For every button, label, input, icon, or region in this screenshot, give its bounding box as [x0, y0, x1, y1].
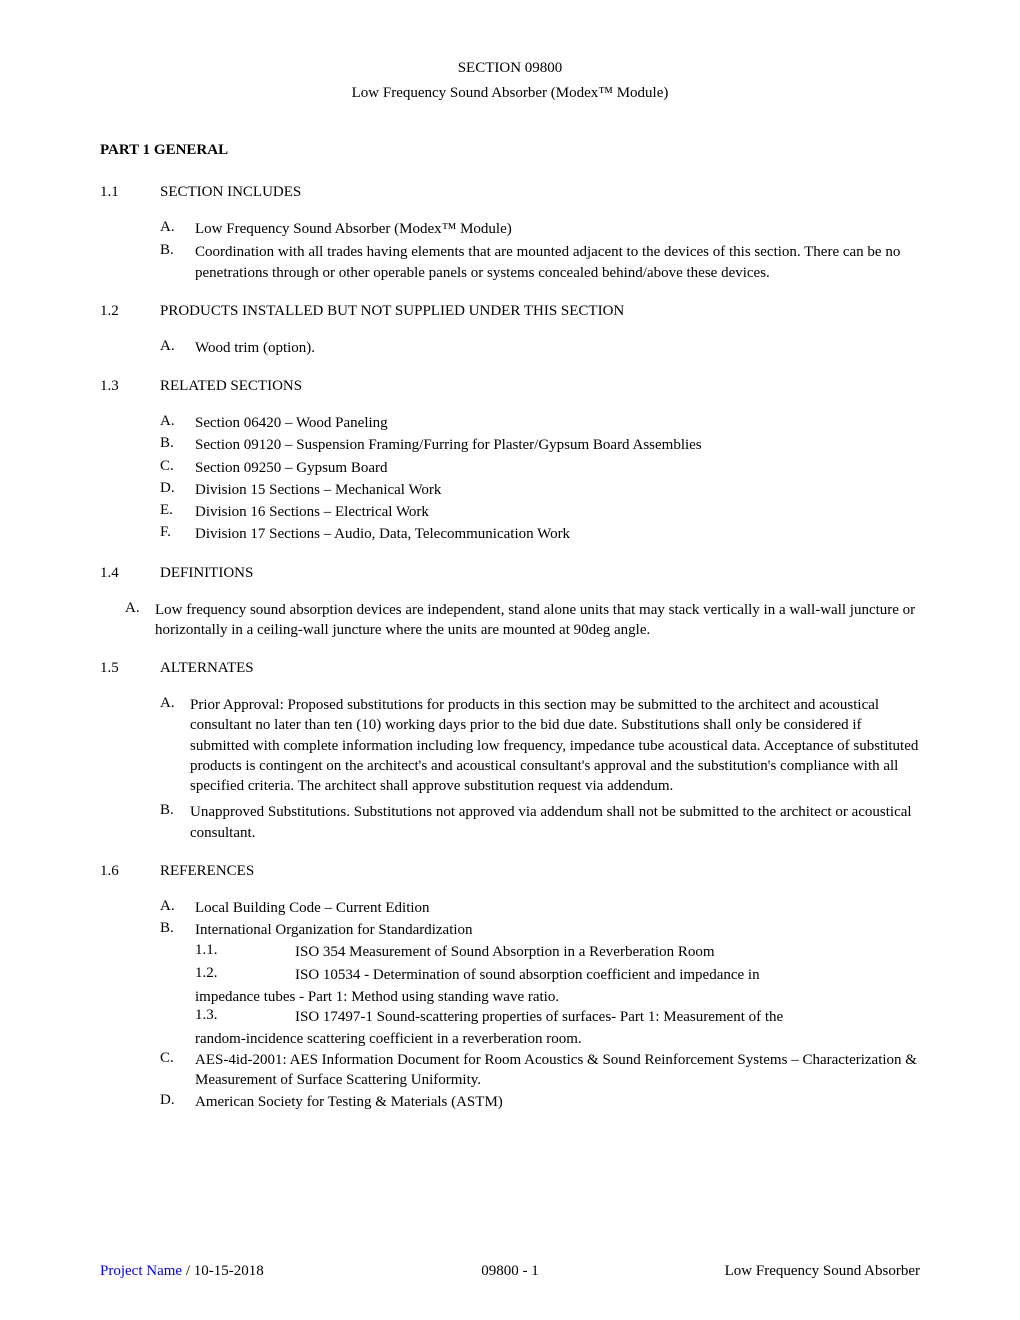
sub-item: 1.3. ISO 17497-1 Sound-scattering proper…: [195, 1007, 920, 1027]
item-text: Low frequency sound absorption devices a…: [155, 600, 920, 641]
sub-item: 1.1. ISO 354 Measurement of Sound Absorp…: [195, 942, 920, 962]
section-title: DEFINITIONS: [160, 565, 253, 582]
item-text: Wood trim (option).: [195, 338, 920, 358]
section-num: 1.1: [100, 184, 160, 201]
section-num: 1.4: [100, 565, 160, 582]
item-letter: A.: [160, 338, 195, 358]
item-letter: A.: [125, 600, 155, 641]
section-1-5: 1.5 ALTERNATES: [100, 660, 920, 677]
section-1-3-items: A. Section 06420 – Wood Paneling B. Sect…: [160, 413, 920, 545]
list-item: A. Local Building Code – Current Edition: [160, 898, 920, 918]
section-1-2-items: A. Wood trim (option).: [160, 338, 920, 358]
item-letter: B.: [160, 920, 195, 940]
list-item: A. Low frequency sound absorption device…: [125, 600, 920, 641]
list-item: A. Prior Approval: Proposed substitution…: [160, 695, 920, 796]
item-letter: A.: [160, 219, 195, 239]
item-text: Local Building Code – Current Edition: [195, 898, 920, 918]
item-text: Section 09250 – Gypsum Board: [195, 458, 920, 478]
item-text: Coordination with all trades having elem…: [195, 242, 920, 283]
sub-text: ISO 10534 - Determination of sound absor…: [295, 965, 920, 985]
sub-continuation: impedance tubes - Part 1: Method using s…: [195, 987, 920, 1007]
sub-text: ISO 17497-1 Sound-scattering properties …: [295, 1007, 920, 1027]
part-1-header: PART 1 GENERAL: [100, 142, 920, 159]
section-num: 1.6: [100, 863, 160, 880]
list-item: D. American Society for Testing & Materi…: [160, 1092, 920, 1112]
item-letter: B.: [160, 435, 195, 455]
list-item: A. Section 06420 – Wood Paneling: [160, 413, 920, 433]
section-1-6-items: A. Local Building Code – Current Edition…: [160, 898, 920, 1113]
item-text: Low Frequency Sound Absorber (Modex™ Mod…: [195, 219, 920, 239]
section-title: SECTION INCLUDES: [160, 184, 301, 201]
item-text: American Society for Testing & Materials…: [195, 1092, 920, 1112]
item-letter: C.: [160, 458, 195, 478]
section-title: PRODUCTS INSTALLED BUT NOT SUPPLIED UNDE…: [160, 303, 624, 320]
sub-num: 1.3.: [195, 1007, 295, 1027]
sub-numbered-list: 1.1. ISO 354 Measurement of Sound Absorp…: [195, 942, 920, 1049]
item-text: Prior Approval: Proposed substitutions f…: [190, 695, 920, 796]
sub-continuation: random-incidence scattering coefficient …: [195, 1029, 920, 1049]
item-letter: B.: [160, 242, 195, 283]
list-item: E. Division 16 Sections – Electrical Wor…: [160, 502, 920, 522]
item-text: Section 06420 – Wood Paneling: [195, 413, 920, 433]
section-1-1: 1.1 SECTION INCLUDES: [100, 184, 920, 201]
item-text: Division 15 Sections – Mechanical Work: [195, 480, 920, 500]
item-text: Section 09120 – Suspension Framing/Furri…: [195, 435, 920, 455]
section-1-5-items: A. Prior Approval: Proposed substitution…: [160, 695, 920, 843]
sub-num: 1.1.: [195, 942, 295, 962]
item-letter: C.: [160, 1050, 195, 1091]
section-1-2: 1.2 PRODUCTS INSTALLED BUT NOT SUPPLIED …: [100, 303, 920, 320]
section-1-4-items: A. Low frequency sound absorption device…: [125, 600, 920, 641]
list-item: A. Low Frequency Sound Absorber (Modex™ …: [160, 219, 920, 239]
item-text: International Organization for Standardi…: [195, 920, 920, 940]
list-item: B. Coordination with all trades having e…: [160, 242, 920, 283]
list-item: C. Section 09250 – Gypsum Board: [160, 458, 920, 478]
section-title: ALTERNATES: [160, 660, 254, 677]
item-letter: A.: [160, 413, 195, 433]
item-text: Division 17 Sections – Audio, Data, Tele…: [195, 524, 920, 544]
section-subtitle: Low Frequency Sound Absorber (Modex™ Mod…: [100, 85, 920, 102]
list-item: B. International Organization for Standa…: [160, 920, 920, 940]
item-letter: D.: [160, 480, 195, 500]
item-letter: B.: [160, 802, 190, 843]
section-num: 1.3: [100, 378, 160, 395]
page-footer: 09800 - 1 Project Name / 10-15-2018 Low …: [100, 1263, 920, 1280]
section-num: 1.5: [100, 660, 160, 677]
item-text: Division 16 Sections – Electrical Work: [195, 502, 920, 522]
item-text: Unapproved Substitutions. Substitutions …: [190, 802, 920, 843]
section-num: 1.2: [100, 303, 160, 320]
list-item: A. Wood trim (option).: [160, 338, 920, 358]
sub-item: 1.2. ISO 10534 - Determination of sound …: [195, 965, 920, 985]
list-item: F. Division 17 Sections – Audio, Data, T…: [160, 524, 920, 544]
item-letter: D.: [160, 1092, 195, 1112]
section-1-4: 1.4 DEFINITIONS: [100, 565, 920, 582]
item-letter: E.: [160, 502, 195, 522]
list-item: D. Division 15 Sections – Mechanical Wor…: [160, 480, 920, 500]
section-number: SECTION 09800: [100, 60, 920, 77]
list-item: B. Unapproved Substitutions. Substitutio…: [160, 802, 920, 843]
item-text: AES-4id-2001: AES Information Document f…: [195, 1050, 920, 1091]
sub-num: 1.2.: [195, 965, 295, 985]
item-letter: A.: [160, 898, 195, 918]
section-title: REFERENCES: [160, 863, 254, 880]
footer-center: 09800 - 1: [100, 1263, 920, 1280]
list-item: B. Section 09120 – Suspension Framing/Fu…: [160, 435, 920, 455]
item-letter: F.: [160, 524, 195, 544]
section-1-1-items: A. Low Frequency Sound Absorber (Modex™ …: [160, 219, 920, 283]
list-item: C. AES-4id-2001: AES Information Documen…: [160, 1050, 920, 1091]
section-1-3: 1.3 RELATED SECTIONS: [100, 378, 920, 395]
sub-text: ISO 354 Measurement of Sound Absorption …: [295, 942, 920, 962]
section-1-6: 1.6 REFERENCES: [100, 863, 920, 880]
item-letter: A.: [160, 695, 190, 796]
section-title: RELATED SECTIONS: [160, 378, 302, 395]
